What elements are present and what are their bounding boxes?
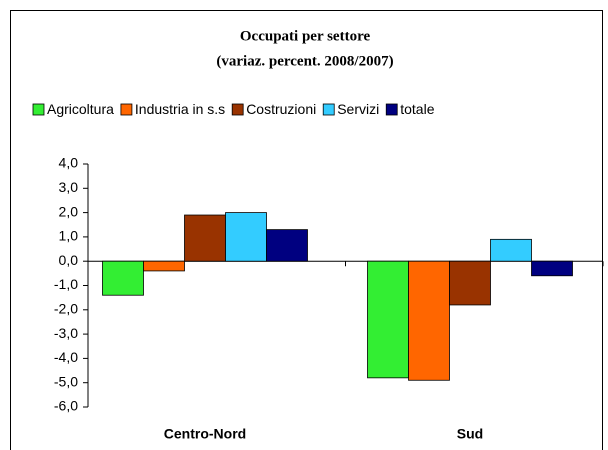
y-tick-label: 2,0: [59, 203, 79, 219]
bar: [449, 260, 491, 306]
bar: [266, 229, 308, 262]
legend-label: Agricoltura: [47, 101, 114, 117]
y-tick-label: -4,0: [54, 349, 78, 365]
bar: [408, 260, 450, 381]
bar: [225, 212, 267, 262]
bar: [531, 260, 573, 277]
x-tick-label: Centro-Nord: [164, 426, 246, 442]
legend-swatch: [322, 103, 335, 116]
y-tick-label: -5,0: [54, 373, 78, 389]
bar: [102, 260, 144, 296]
legend-label: Servizi: [337, 101, 379, 117]
y-tick-label: 1,0: [59, 228, 79, 244]
y-tick-label: 3,0: [59, 179, 79, 195]
y-tick-label: -3,0: [54, 325, 78, 341]
x-tick-label: Sud: [457, 426, 483, 442]
chart-title: Occupati per settore: [240, 28, 371, 44]
legend-swatch: [385, 103, 398, 116]
chart-subtitle: (variaz. percent. 2008/2007): [216, 53, 393, 69]
legend-swatch: [120, 103, 133, 116]
bar: [143, 260, 185, 272]
y-tick-label: -6,0: [54, 398, 78, 414]
legend-swatch: [231, 103, 244, 116]
legend-label: Costruzioni: [246, 101, 316, 117]
y-tick-label: -2,0: [54, 301, 78, 317]
bar: [184, 214, 226, 262]
y-tick-label: 4,0: [59, 155, 79, 171]
y-tick-label: 0,0: [59, 252, 79, 268]
legend-swatch: [32, 103, 45, 116]
y-tick-label: -1,0: [54, 276, 78, 292]
legend-label: Industria in s.s: [135, 101, 225, 117]
legend-label: totale: [400, 101, 434, 117]
bar: [367, 260, 409, 379]
bar: [490, 238, 532, 262]
